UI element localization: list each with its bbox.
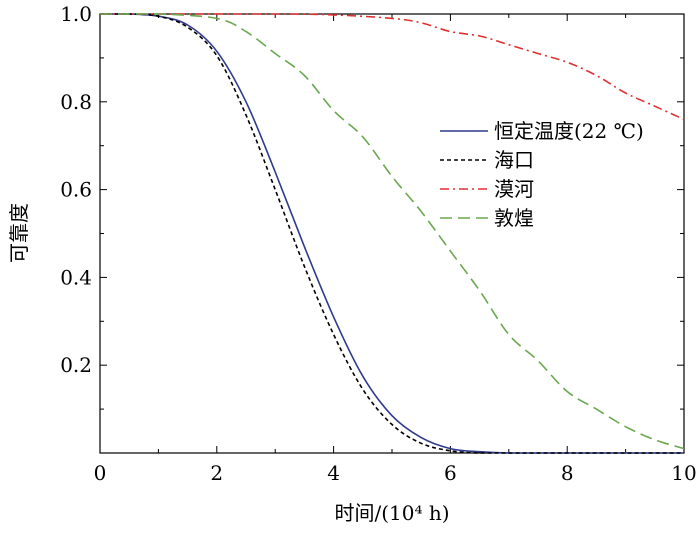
- x-tick-label: 2: [210, 461, 223, 485]
- legend-label-1: 海口: [494, 148, 534, 172]
- x-axis-title: 时间/(10⁴ h): [334, 501, 449, 525]
- series-layer: [100, 13, 685, 454]
- series-line-2: [100, 13, 685, 121]
- plot-frame: [99, 13, 685, 454]
- series-line-3: [100, 13, 685, 450]
- x-tick-label: 10: [671, 461, 696, 485]
- y-tick-label: 0.6: [60, 178, 92, 202]
- x-tick-label: 4: [327, 461, 340, 485]
- axes-layer: 0 2 4 6 8 10 0.2 0.4 0.6 0.8 1.0: [60, 2, 697, 485]
- series-line-1: [100, 13, 684, 454]
- legend-label-0: 恒定温度(22 ℃): [494, 119, 644, 143]
- y-axis-title: 可靠度: [7, 203, 31, 263]
- x-tick-label: 8: [561, 461, 574, 485]
- series-line-0: [100, 13, 684, 454]
- x-tick-label: 0: [94, 461, 107, 485]
- y-tick-label: 1.0: [60, 2, 92, 26]
- legend-label-3: 敦煌: [494, 206, 534, 230]
- legend-label-2: 漠河: [494, 177, 534, 201]
- y-tick-label: 0.4: [60, 265, 92, 289]
- y-tick-label: 0.2: [60, 353, 92, 377]
- y-tick-label: 0.8: [60, 90, 92, 114]
- x-tick-label: 6: [444, 461, 457, 485]
